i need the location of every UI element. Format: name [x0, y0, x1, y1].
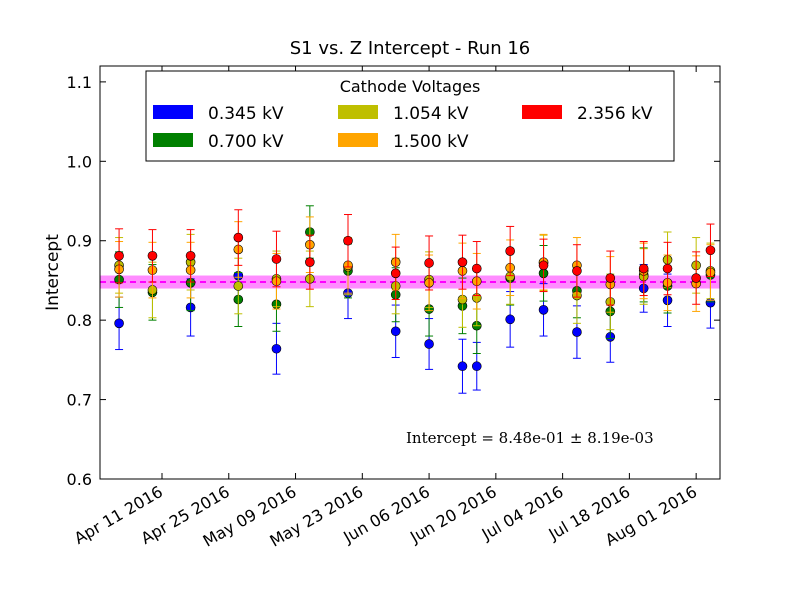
legend-swatch: [153, 133, 193, 147]
legend-swatch: [338, 133, 378, 147]
data-point: [305, 257, 315, 267]
fit-annotation: Intercept = 8.48e-01 ± 8.19e-03: [406, 429, 654, 447]
legend-label: 1.054 kV: [393, 104, 469, 124]
legend-frame: [145, 70, 675, 162]
data-point: [114, 251, 124, 261]
y-axis-label: Intercept: [43, 234, 63, 311]
data-point: [390, 268, 401, 279]
data-points: [114, 205, 716, 394]
data-point: [572, 327, 582, 337]
data-point: [114, 318, 124, 329]
legend-label: 1.500 kV: [393, 132, 469, 152]
data-point: [538, 305, 549, 315]
legend-swatch: [522, 105, 562, 119]
data-point: [147, 251, 158, 261]
data-point: [505, 314, 515, 325]
y-tick-label: 0.8: [67, 311, 92, 330]
data-point: [233, 232, 244, 243]
data-point: [605, 273, 616, 283]
y-tick-label: 1.0: [67, 152, 92, 171]
chart-title: S1 vs. Z Intercept - Run 16: [290, 38, 531, 59]
data-point: [424, 258, 434, 268]
data-point: [185, 251, 196, 261]
data-point: [538, 260, 549, 271]
legend-title: Cathode Voltages: [340, 77, 481, 96]
data-point: [638, 263, 649, 274]
legend: Cathode Voltages 0.345 kV 0.700 kV 1.054 kV…: [145, 70, 675, 162]
y-tick-label: 0.6: [67, 470, 92, 489]
data-point: [705, 245, 716, 256]
legend-label: 0.700 kV: [208, 132, 284, 152]
data-point: [471, 361, 482, 372]
series-2-356-kv: [114, 209, 716, 306]
legend-label: 0.345 kV: [208, 104, 284, 124]
legend-label: 2.356 kV: [577, 104, 653, 124]
axes-frame: [99, 65, 721, 480]
data-point: [572, 266, 582, 276]
data-point: [662, 263, 673, 274]
data-point: [457, 257, 468, 267]
data-point: [505, 246, 515, 256]
legend-swatch: [153, 105, 193, 119]
data-point: [390, 326, 401, 337]
y-tick-label: 0.7: [67, 391, 92, 410]
data-point: [471, 263, 482, 274]
data-point: [691, 273, 701, 283]
data-point: [233, 281, 244, 291]
data-point: [271, 254, 282, 264]
y-tick-label: 0.9: [67, 232, 92, 251]
data-point: [271, 343, 282, 354]
data-point: [424, 339, 434, 349]
data-point: [457, 361, 468, 372]
legend-swatch: [338, 105, 378, 119]
y-tick-label: 1.1: [67, 73, 92, 92]
data-point: [343, 235, 353, 246]
